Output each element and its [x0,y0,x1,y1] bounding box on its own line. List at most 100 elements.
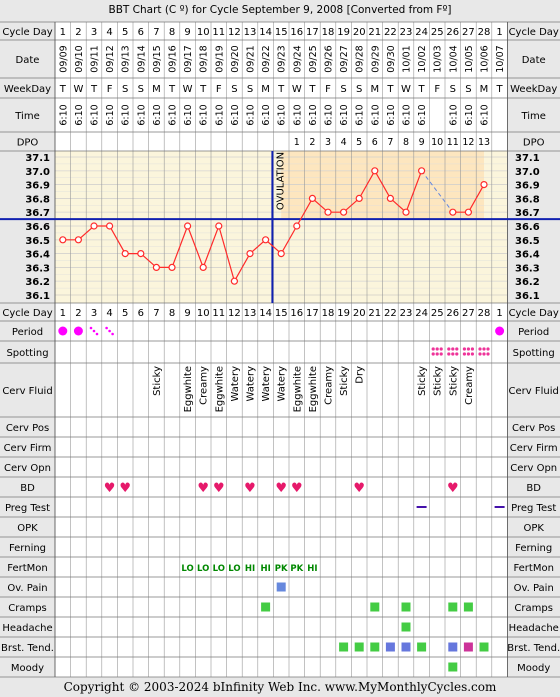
temperature-point [215,222,223,230]
y-tick-right: 37.1 [515,153,540,164]
temperature-point [262,236,270,244]
period-light-dot [108,329,111,333]
cerv-fluid-label: Eggwhite [292,366,303,412]
dpo-label: 5 [356,137,362,148]
time-label: 6:10 [136,104,147,125]
row-dpo-cells [55,132,508,151]
row-weekday-cells [55,78,508,98]
row-label-weekday: WeekDay [4,84,51,95]
date-label: 09/24 [292,45,303,72]
date-label: 09/22 [261,45,272,72]
temperature-point [277,250,285,258]
temperature-point [152,263,160,271]
time-label: 6:10 [308,104,319,125]
cerv-fluid-label: Sticky [417,366,428,396]
weekday-label: S [247,84,253,95]
weekday-label: T [168,84,176,95]
date-label: 10/06 [480,45,491,72]
weekday-label: W [73,84,83,95]
period-light-dot [89,326,93,330]
ovulation-label: OVULATION [275,152,286,210]
date-label: 10/04 [448,45,459,72]
time-label: 6:10 [386,104,397,125]
cycle-day-number: 12 [228,27,241,38]
time-label: 6:10 [417,104,428,125]
weekday-label: S [138,84,144,95]
bd-heart-icon: ♥ [291,481,303,496]
cramps-marker [261,602,271,612]
spotting-dot [455,347,459,351]
weekday-label: F [107,84,113,95]
temperature-point [168,263,176,271]
row-label-preg_test: Preg Test [5,503,50,514]
time-label: 6:10 [355,104,366,125]
date-label: 09/09 [58,45,69,72]
cycle-day-number: 17 [306,27,319,38]
cycle-day-number: 10 [197,308,210,319]
temperature-line [62,169,423,283]
weekday-label: T [308,84,316,95]
temperature-point [402,208,410,216]
row-label-dpo: DPO [17,138,39,149]
row-date-cells [55,40,508,78]
row-label-right-spotting: Spotting [513,348,555,359]
row-spotting-cells [55,341,508,363]
row-label-right-cerv_pos: Cerv Pos [512,423,555,434]
cycle-day-number: 5 [122,308,128,319]
weekday-label: F [325,84,331,95]
weekday-label: S [450,84,456,95]
spotting-dot [470,347,474,351]
cerv-fluid-label: Creamy [199,366,210,405]
spotting-dot [451,352,455,356]
date-label: 09/10 [74,45,85,72]
bd-heart-icon: ♥ [119,481,131,496]
weekday-label: F [434,84,440,95]
breast-tenderness-marker [354,642,364,652]
bd-heart-icon: ♥ [275,481,287,496]
cramps-marker [463,602,473,612]
row-cramps-cells [55,597,508,617]
temperature-point [308,194,316,202]
date-label: 09/27 [339,45,350,72]
bd-heart-icon: ♥ [197,481,209,496]
cycle-day-number: 1 [496,308,502,319]
breast-tenderness-marker [463,642,473,652]
ov-pain-marker [276,582,286,592]
row-label-right-cerv_opn: Cerv Opn [510,463,557,474]
cycle-day-number: 26 [446,308,459,319]
row-label-ferning: Ferning [9,543,46,554]
dpo-label: 1 [294,137,300,148]
row-label-right-cerv_fluid: Cerv Fluid [509,386,559,397]
date-label: 10/02 [417,45,428,72]
weekday-label: T [199,84,207,95]
dpo-label: 11 [447,137,459,148]
time-label: 6:10 [370,104,381,125]
cerv-fluid-label: Dry [355,366,366,384]
cycle-day-number: 3 [91,308,97,319]
spotting-dot [447,347,451,351]
row-fertmon-cells [55,557,508,577]
row-label-right-headache: Headache [509,623,559,634]
dpo-label: 3 [325,137,331,148]
cerv-fluid-label: Watery [246,366,257,402]
time-label: 6:10 [90,104,101,125]
period-heavy-dot [58,326,68,336]
date-label: 09/29 [370,45,381,72]
row-label-right-moody: Moody [517,663,550,674]
temperature-point [230,277,238,285]
cycle-day-number: 2 [75,27,81,38]
row-label-cerv_pos: Cerv Pos [6,423,49,434]
row-label-headache: Headache [2,623,52,634]
y-tick-left: 36.5 [25,236,50,247]
weekday-label: W [292,84,302,95]
fertmon-reading: LO [181,564,193,574]
time-label: 6:10 [105,104,116,125]
weekday-label: S [356,84,362,95]
row-opk-cells [55,517,508,537]
spotting-dot [431,352,435,356]
cycle-day-number: 11 [212,308,225,319]
temperature-point [121,250,129,258]
date-label: 09/26 [324,45,335,72]
row-label-right-cramps: Cramps [514,603,553,614]
row-label-right-brst_tend: Brst. Tend. [507,643,560,654]
